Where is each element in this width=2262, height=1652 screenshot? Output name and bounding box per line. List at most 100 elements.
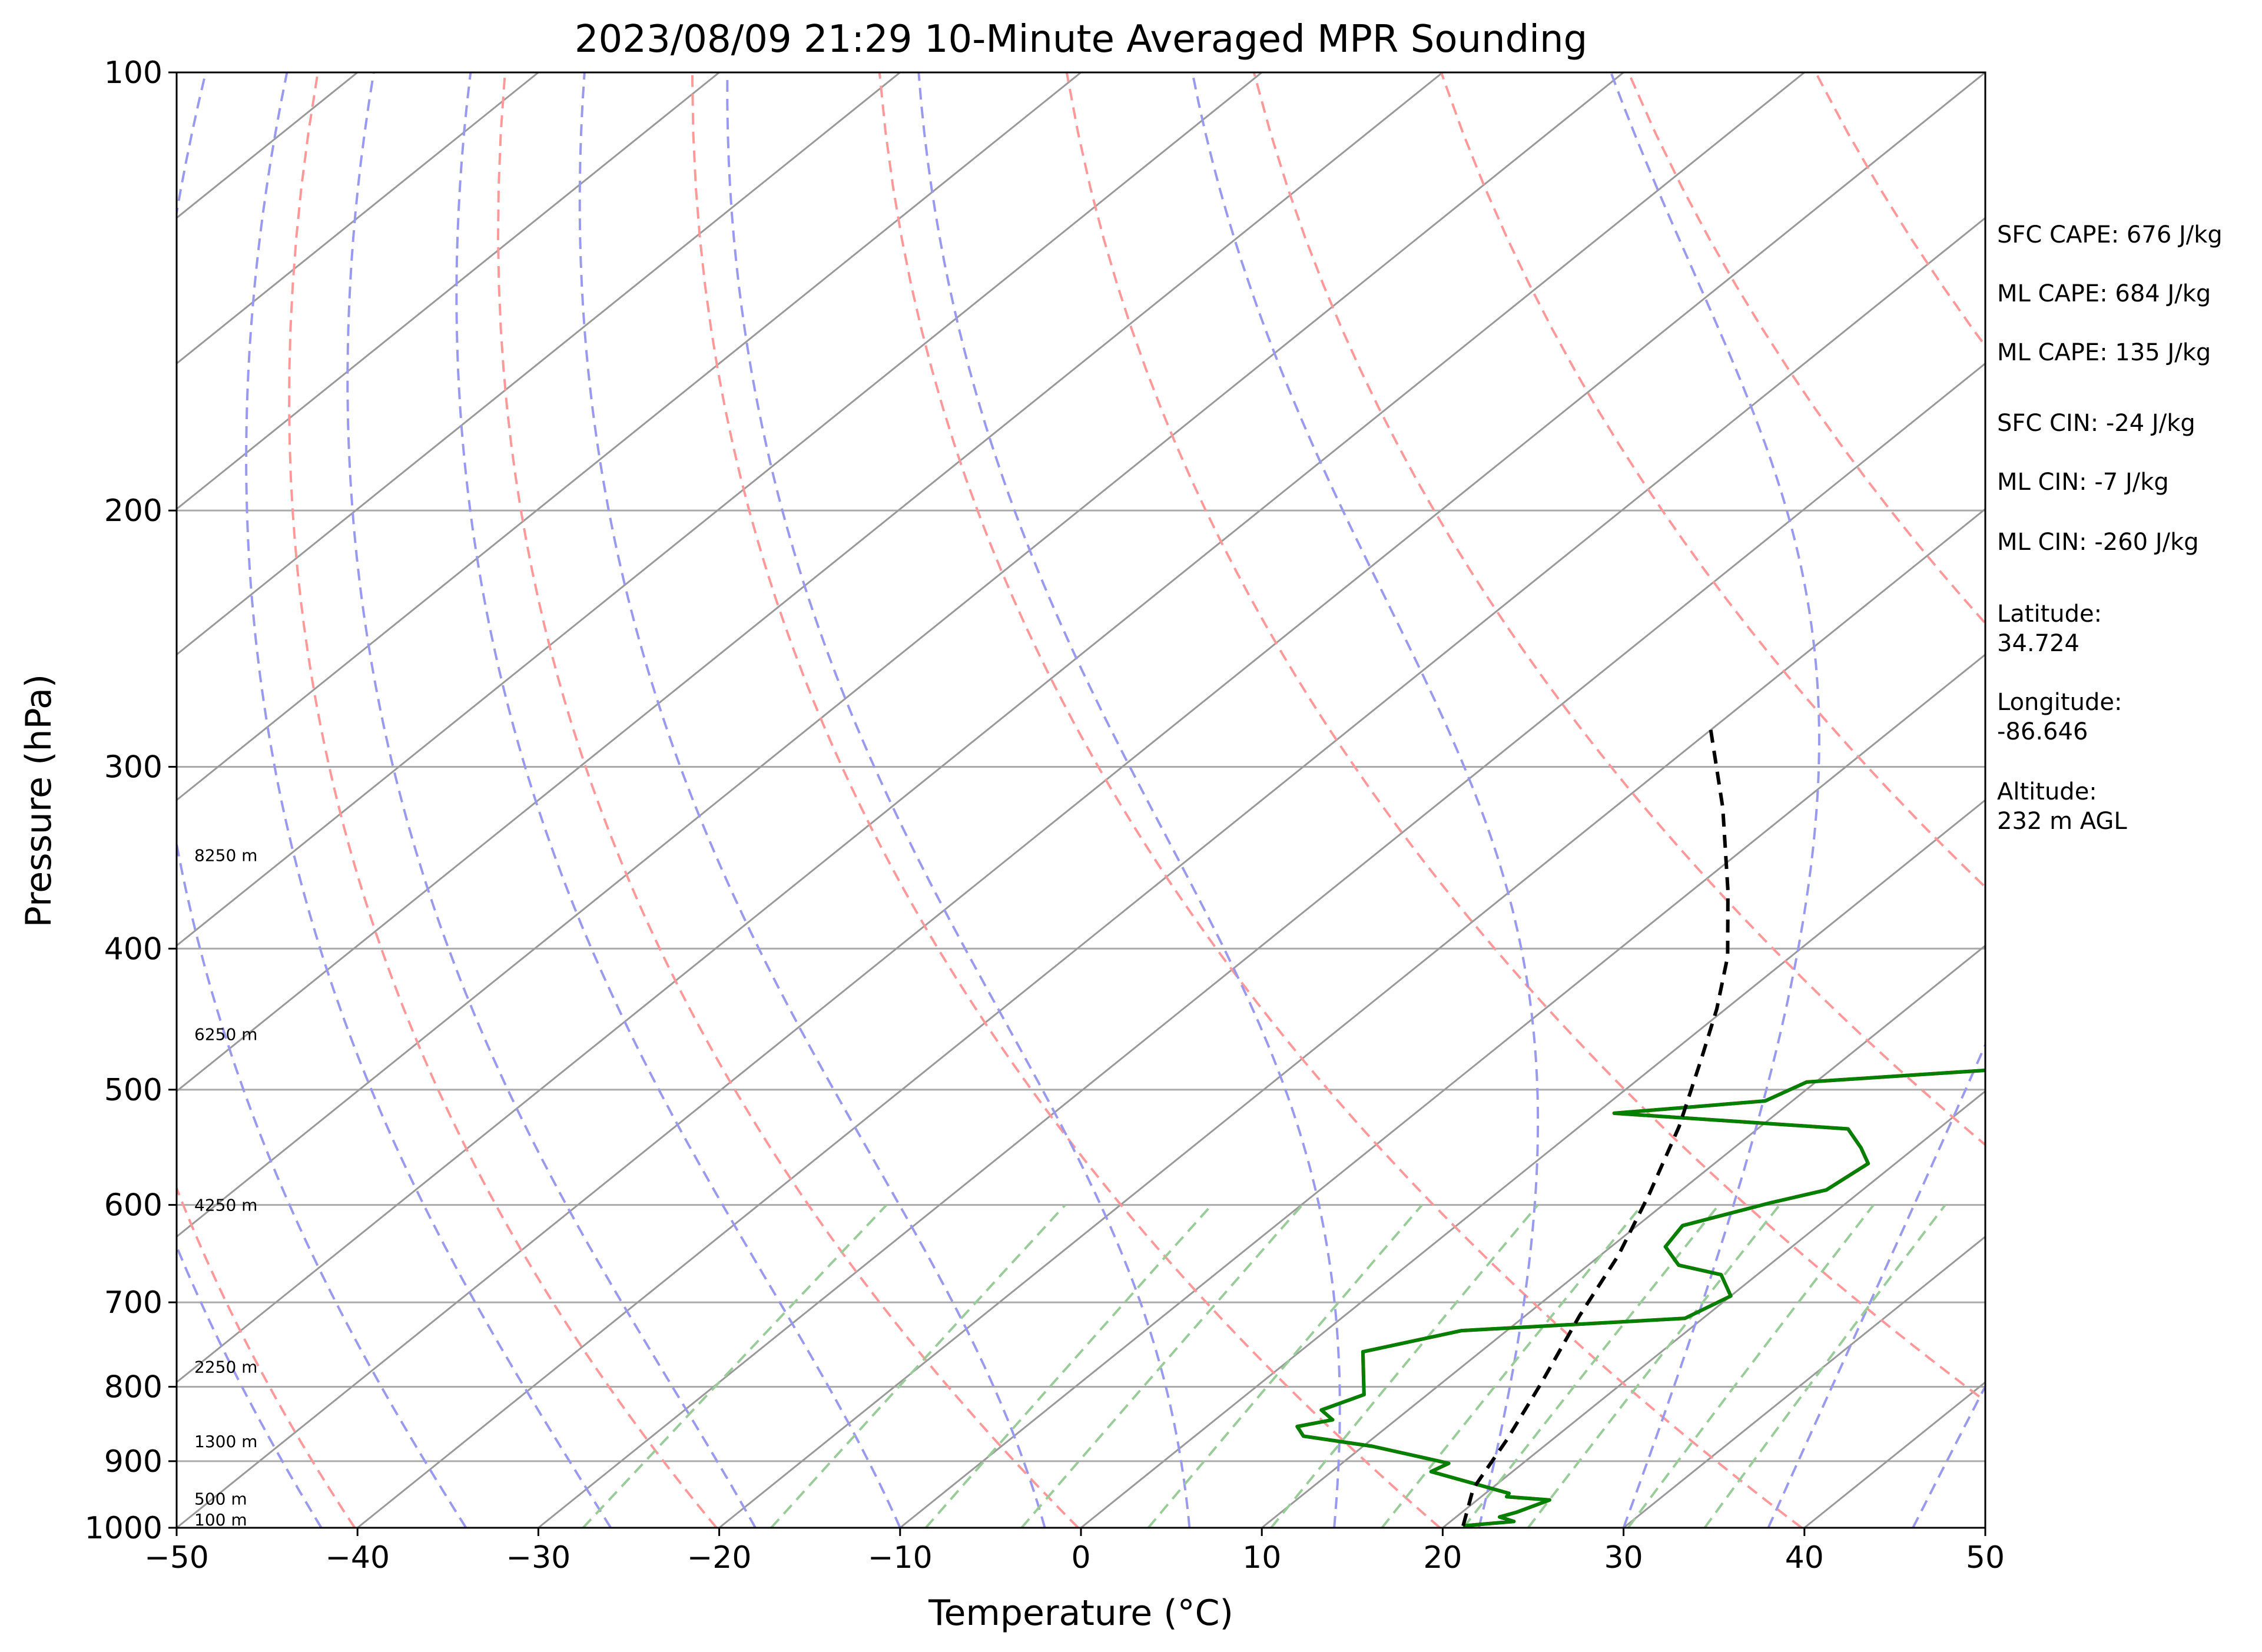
isotherm-line — [177, 72, 1985, 1528]
chart-title: 2023/08/09 21:29 10-Minute Averaged MPR … — [575, 18, 1587, 61]
isotherm-line — [1623, 1235, 1985, 1528]
x-tick-label: 20 — [1423, 1540, 1462, 1575]
parcel-line — [1461, 729, 1730, 1527]
info-line: ML CAPE: 135 J/kg — [1997, 339, 2211, 366]
mixing-ratio-line — [1527, 1204, 1781, 1528]
info-line: Altitude: — [1997, 778, 2097, 805]
info-line: 34.724 — [1997, 630, 2079, 657]
x-tick-label: −50 — [144, 1540, 209, 1575]
isotherm-line — [1442, 1090, 1985, 1528]
isotherm-line — [177, 72, 1082, 801]
moist-adiabat-line — [177, 72, 467, 1528]
mixing-ratio-line — [1703, 1204, 1946, 1528]
x-tick-label: 50 — [1966, 1540, 2005, 1575]
x-tick-label: −40 — [325, 1540, 390, 1575]
isotherm-line — [177, 72, 539, 365]
info-line: SFC CIN: -24 J/kg — [1997, 410, 2195, 437]
dry-adiabat-line — [878, 72, 1803, 1528]
x-tick-label: −30 — [506, 1540, 571, 1575]
mixing-ratio-line — [1270, 1204, 1539, 1528]
mixing-ratio-line — [770, 1204, 1066, 1528]
dewpoint-line — [1295, 1068, 1985, 1528]
x-tick-label: 0 — [1071, 1540, 1090, 1575]
y-tick-label: 900 — [104, 1444, 162, 1479]
dry-adiabat-line — [1065, 72, 1985, 1403]
info-line: 232 m AGL — [1997, 808, 2127, 835]
y-tick-label: 400 — [104, 931, 162, 967]
y-tick-label: 700 — [104, 1285, 162, 1321]
height-label: 1300 m — [194, 1432, 257, 1451]
y-tick-label: 100 — [104, 55, 162, 91]
height-label: 8250 m — [194, 845, 257, 865]
x-tick-label: 40 — [1785, 1540, 1824, 1575]
y-axis-label: Pressure (hPa) — [18, 674, 59, 927]
height-label: 4250 m — [194, 1196, 257, 1215]
moist-adiabat-line — [455, 72, 901, 1528]
y-tick-label: 800 — [104, 1369, 162, 1405]
series-layer — [1295, 729, 1985, 1528]
moist-adiabat-line — [1191, 72, 1540, 1528]
mixing-ratio-line — [1381, 1204, 1643, 1528]
y-tick-label: 200 — [104, 493, 162, 529]
dry-adiabat-line — [288, 72, 718, 1528]
height-label: 2250 m — [194, 1357, 257, 1376]
isotherm-line — [357, 217, 1985, 1528]
height-label: 100 m — [194, 1510, 247, 1530]
mixing-ratio-line — [1462, 1204, 1720, 1528]
isotherm-line — [177, 72, 1444, 1093]
info-line: Latitude: — [1997, 601, 2102, 628]
isotherm-line — [538, 362, 1985, 1528]
dry-adiabat-line — [691, 72, 1441, 1528]
isotherm-line — [899, 653, 1985, 1528]
info-line: -86.646 — [1997, 718, 2088, 745]
x-axis-ticks: −50 −40 −30 −20 −10 0 10 20 30 40 50 — [144, 1528, 2005, 1575]
y-tick-label: 300 — [104, 749, 162, 785]
dry-adiabat-line — [496, 72, 1079, 1528]
mixing-ratio-line — [1020, 1204, 1304, 1528]
moist-adiabat-line — [1767, 1041, 1985, 1528]
info-line: ML CAPE: 684 J/kg — [1997, 280, 2211, 307]
moist-adiabat-line — [578, 72, 1046, 1528]
x-tick-label: 10 — [1242, 1540, 1281, 1575]
mixing-ratio-line — [582, 1204, 888, 1528]
moist-adiabat-line — [1610, 72, 1820, 1528]
y-tick-label: 1000 — [85, 1511, 162, 1546]
info-line: Longitude: — [1997, 689, 2122, 716]
isotherm-line — [718, 507, 1985, 1528]
isotherm-line — [1261, 944, 1985, 1528]
mixing-ratio-line — [1147, 1204, 1423, 1528]
moist-adiabat-line — [177, 1243, 323, 1528]
background-lines — [177, 72, 1985, 1528]
moist-adiabat-line — [726, 72, 1191, 1528]
moist-adiabat-line — [245, 72, 612, 1528]
dry-adiabat-line — [1252, 72, 1985, 1147]
y-tick-label: 500 — [104, 1073, 162, 1108]
isotherm-line — [177, 72, 720, 510]
x-axis-label: Temperature (°C) — [928, 1593, 1233, 1634]
isotherm-line — [177, 72, 1263, 947]
height-label: 500 m — [194, 1490, 247, 1509]
dry-adiabat-line — [177, 1185, 356, 1528]
isotherm-line — [177, 72, 1624, 1238]
height-label: 6250 m — [194, 1025, 257, 1044]
moist-adiabat-line — [1912, 1384, 1985, 1528]
x-tick-label: −10 — [868, 1540, 933, 1575]
isotherm-line — [177, 72, 901, 656]
info-line: ML CIN: -7 J/kg — [1997, 469, 2169, 496]
temperature-line — [1295, 1068, 1985, 1528]
info-panel: SFC CAPE: 676 J/kg ML CAPE: 684 J/kg ML CA… — [1997, 221, 2223, 835]
y-axis-ticks: 100 200 300 400 500 600 700 800 900 1000 — [85, 55, 177, 1546]
x-tick-label: −20 — [687, 1540, 752, 1575]
mixing-ratio-line — [1627, 1204, 1875, 1528]
isotherm-line — [1080, 799, 1985, 1528]
x-tick-label: 30 — [1604, 1540, 1643, 1575]
isotherm-line — [177, 72, 1805, 1384]
info-line: ML CIN: -260 J/kg — [1997, 529, 2199, 556]
moist-adiabat-line — [346, 72, 757, 1528]
moist-adiabat-line — [917, 72, 1341, 1528]
mixing-ratio-line — [924, 1204, 1213, 1528]
y-tick-label: 600 — [104, 1188, 162, 1223]
info-line: SFC CAPE: 676 J/kg — [1997, 221, 2223, 248]
